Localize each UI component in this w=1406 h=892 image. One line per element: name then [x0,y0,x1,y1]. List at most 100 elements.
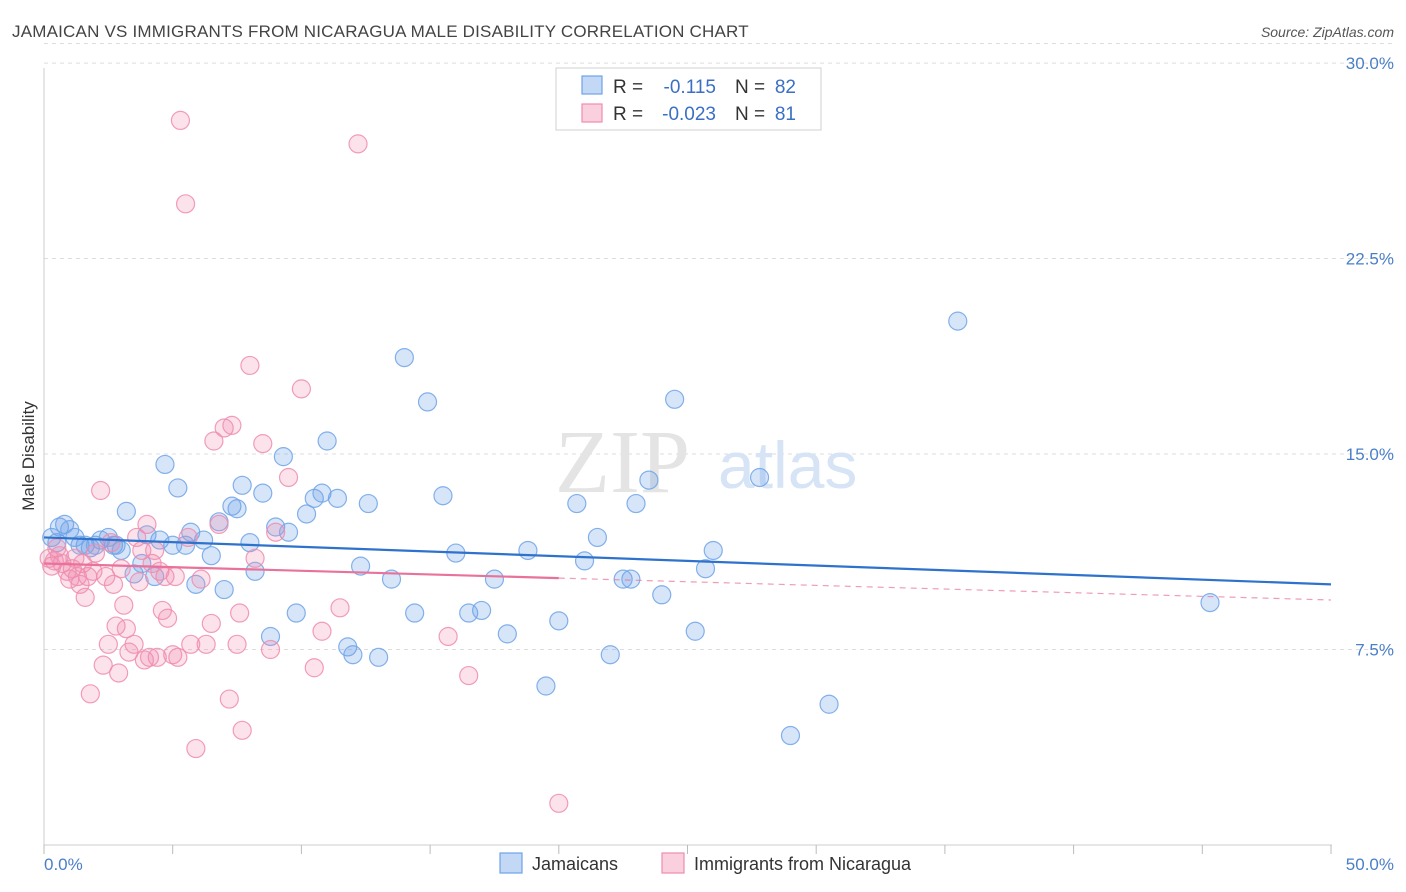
watermark-atlas: atlas [718,428,857,502]
point-jamaicans-74 [665,389,685,409]
point-nicaragua-18 [91,480,111,501]
point-jamaicans-36 [253,483,273,503]
point-jamaicans-81 [948,311,968,331]
point-nicaragua-76 [549,793,569,813]
point-nicaragua-25 [109,663,129,683]
point-jamaicans-50 [358,493,378,514]
x-tick-label-min: 0.0% [44,855,83,874]
point-nicaragua-19 [93,655,113,675]
y-tick-label-2: 22.5% [1346,250,1394,269]
point-nicaragua-73 [348,134,368,154]
point-jamaicans-68 [600,645,620,665]
y-axis-label: Male Disability [19,401,38,511]
bottom-legend-swatch-nicaragua [661,852,685,874]
legend-n-label-jamaicans: N = [735,77,765,98]
point-jamaicans-79 [780,725,801,746]
point-nicaragua-66 [260,639,281,660]
point-jamaicans-28 [201,546,221,566]
point-nicaragua-21 [98,634,118,654]
point-nicaragua-20 [96,566,116,587]
point-nicaragua-35 [137,514,157,535]
point-nicaragua-39 [147,647,167,667]
legend-swatch-jamaicans [581,75,603,95]
chart-title: JAMAICAN VS IMMIGRANTS FROM NICARAGUA MA… [12,22,749,41]
point-nicaragua-58 [219,689,239,709]
point-jamaicans-38 [266,517,286,537]
point-jamaicans-49 [351,556,371,576]
point-nicaragua-56 [209,514,229,535]
point-jamaicans-73 [652,585,672,605]
point-nicaragua-44 [163,645,183,665]
legend-swatch-nicaragua [581,103,603,123]
point-jamaicans-32 [227,499,247,519]
bottom-legend: Jamaicans Immigrants from Nicaragua [499,852,912,874]
point-jamaicans-3 [54,514,75,535]
trend-line-nicaragua [43,562,559,580]
point-nicaragua-63 [240,355,260,376]
point-nicaragua-55 [204,431,224,451]
x-axis-ticks [43,845,1332,854]
gridlines [44,43,1392,651]
point-nicaragua-53 [196,634,216,654]
point-jamaicans-44 [312,483,332,503]
chart-source: Source: ZipAtlas.com [1260,24,1394,40]
point-jamaicans-60 [484,569,505,589]
point-nicaragua-54 [201,613,221,634]
point-nicaragua-22 [101,533,121,553]
point-jamaicans-75 [685,621,705,641]
point-jamaicans-34 [240,533,260,553]
trend-line-nicaragua-extension [558,577,1332,601]
point-nicaragua-60 [227,634,247,654]
point-nicaragua-71 [312,621,332,641]
point-nicaragua-64 [245,548,265,568]
point-nicaragua-26 [111,559,131,579]
legend-r-value-nicaragua: -0.023 [662,104,716,125]
point-jamaicans-63 [536,676,556,696]
point-jamaicans-26 [186,574,206,594]
point-jamaicans-42 [296,504,317,524]
point-jamaicans-59 [471,600,492,621]
point-jamaicans-23 [168,478,188,498]
point-nicaragua-43 [157,608,178,628]
point-nicaragua-65 [253,434,273,454]
point-jamaicans-56 [433,486,453,506]
point-jamaicans-64 [549,611,569,631]
point-nicaragua-51 [186,738,206,759]
point-jamaicans-46 [327,488,348,508]
bottom-legend-label-nicaragua: Immigrants from Nicaragua [694,854,912,874]
point-jamaicans-37 [260,626,281,647]
point-jamaicans-62 [518,540,538,561]
bottom-legend-swatch-jamaicans [499,852,523,874]
point-jamaicans-53 [394,347,414,368]
point-jamaicans-45 [317,431,337,451]
point-nicaragua-27 [114,595,134,615]
point-jamaicans-48 [343,645,363,665]
point-nicaragua-75 [459,665,479,686]
point-jamaicans-27 [193,530,214,550]
point-nicaragua-59 [222,415,242,435]
point-jamaicans-20 [150,530,170,550]
point-jamaicans-31 [222,496,242,516]
scatter-points [39,110,1220,813]
point-jamaicans-35 [245,561,265,581]
point-nicaragua-45 [165,566,185,587]
point-nicaragua-72 [330,598,350,618]
x-tick-label-max: 50.0% [1346,855,1394,874]
point-nicaragua-50 [181,634,201,654]
point-nicaragua-67 [266,522,286,542]
legend-n-value-jamaicans: 82 [775,77,796,98]
point-nicaragua-47 [170,110,191,131]
point-jamaicans-61 [497,624,517,644]
point-jamaicans-41 [286,603,306,623]
point-jamaicans-78 [749,467,770,488]
point-nicaragua-62 [232,720,252,740]
point-jamaicans-77 [703,540,723,561]
point-nicaragua-13 [75,587,95,607]
point-jamaicans-21 [155,454,175,475]
point-jamaicans-76 [695,559,716,579]
point-nicaragua-30 [124,634,144,654]
y-tick-label-1: 15.0% [1346,445,1394,464]
point-nicaragua-32 [129,572,149,592]
point-nicaragua-57 [214,418,234,438]
